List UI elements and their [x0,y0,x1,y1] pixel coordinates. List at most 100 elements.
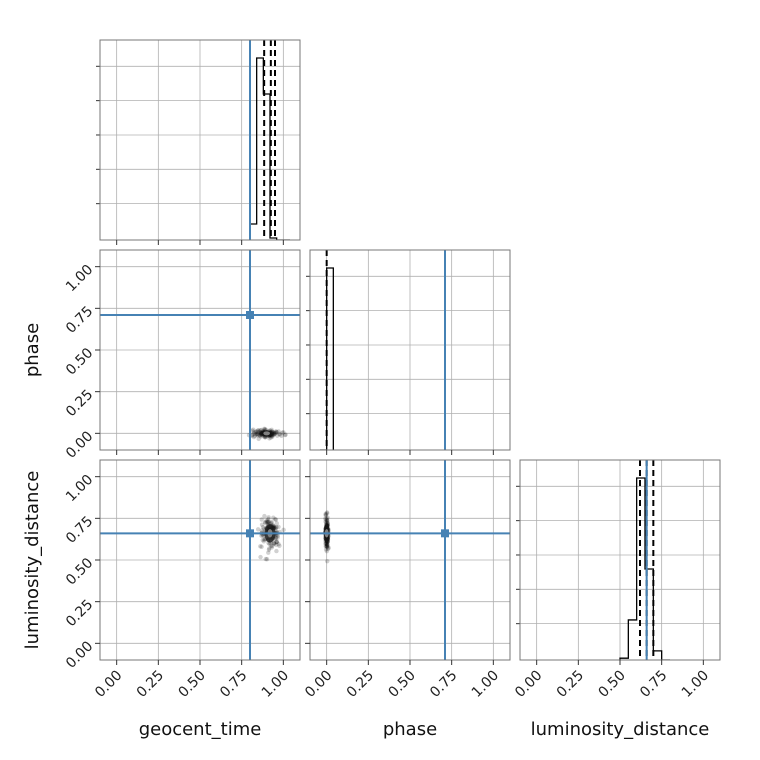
y-axis-label: phase [22,323,43,377]
histogram-geocent_time [249,57,290,240]
sample-point [250,428,255,433]
sample-point [267,541,272,547]
tick-label-y: 1.00 [63,262,96,295]
sample-point [253,429,259,435]
tick-label-y: 0.00 [63,638,96,671]
sample-point [324,542,330,547]
sample-point [323,544,328,549]
sample-point [259,544,264,549]
sample-point [281,527,286,533]
sample-point [279,433,284,439]
sample-point [325,545,330,550]
sample-point [323,519,328,524]
tick-label-y: 0.75 [63,303,96,336]
sample-point [262,520,268,525]
sample-point [324,518,330,523]
sample-point [274,524,279,530]
sample-point [324,541,329,546]
sample-point [254,429,259,434]
sample-point [324,544,330,549]
sample-point [324,520,329,526]
sample-point [325,543,330,549]
sample-point [274,429,279,434]
sample-point [324,519,329,525]
sample-point [274,539,279,545]
tick-label-x: 0.00 [302,668,335,701]
tick-label-y: 0.25 [63,387,96,420]
density-cloud [255,513,286,562]
tick-label-x: 0.25 [134,668,167,701]
sample-point [258,544,263,549]
sample-point [273,525,279,530]
sample-point [263,520,268,525]
sample-point [270,434,275,440]
sample-point [273,429,278,434]
sample-point [281,430,286,435]
sample-point [251,431,257,436]
sample-point [258,554,263,560]
tick-label-y: 0.75 [63,513,96,546]
tick-label-y: 0.25 [63,597,96,630]
sample-point [325,546,331,552]
sample-point [264,556,270,562]
sample-point [265,520,270,525]
sample-point [270,543,275,549]
sample-point [280,430,285,435]
sample-point [274,548,279,554]
sample-point [272,431,278,436]
tick-label-x: 0.25 [344,668,377,701]
sample-point [273,542,279,548]
sample-point [271,541,277,546]
sample-point [325,520,330,526]
density-center [263,431,270,436]
panel-phase-phase [306,249,511,455]
sample-point [256,436,261,442]
sample-point [266,515,271,520]
sample-point [272,541,277,546]
sample-point [324,541,329,546]
panel-luminosity_distance-geocent_time: 0.000.250.500.751.00luminosity_distance0… [22,459,301,740]
sample-point [260,524,266,530]
tick-label-x: 1.00 [679,668,712,701]
panel-geocent_time-geocent_time [96,39,301,245]
sample-point [255,527,261,532]
sample-point [274,430,279,435]
sample-point [324,541,329,546]
sample-point [266,547,272,553]
sample-point [275,433,280,438]
sample-point [266,516,271,522]
sample-point [324,517,329,522]
sample-point [274,539,280,545]
sample-point [263,556,268,562]
sample-point [251,427,256,432]
y-axis-label: luminosity_distance [22,471,43,650]
sample-point [266,519,272,525]
tick-label-x: 0.75 [427,668,460,701]
density-cloud [246,426,288,442]
sample-point [325,515,330,520]
sample-point [276,429,281,434]
truth-point [441,529,449,538]
sample-point [325,518,330,523]
sample-point [251,434,257,440]
tick-label-y: 0.00 [63,428,96,461]
sample-point [269,519,274,525]
sample-point [264,518,269,523]
panel-luminosity_distance-luminosity_distance: 0.00 0.25 0.50 0.75 1.00 luminosity_distance [512,459,721,740]
sample-point [267,546,272,551]
tick-label-x: 0.50 [385,668,418,701]
sample-point [323,516,328,521]
tick-label-x: 0.50 [595,668,628,701]
sample-point [323,511,328,516]
sample-point [277,543,282,548]
panel-luminosity_distance-phase: 0.00 0.25 0.50 0.75 1.00 phase [302,459,511,740]
sample-point [275,533,281,539]
sample-point [324,542,330,547]
sample-point [259,522,265,527]
truth-point [246,529,254,538]
tick-label-x: 0.50 [175,668,208,701]
sample-point [275,535,280,540]
sample-point [268,543,274,548]
sample-point [264,520,270,525]
